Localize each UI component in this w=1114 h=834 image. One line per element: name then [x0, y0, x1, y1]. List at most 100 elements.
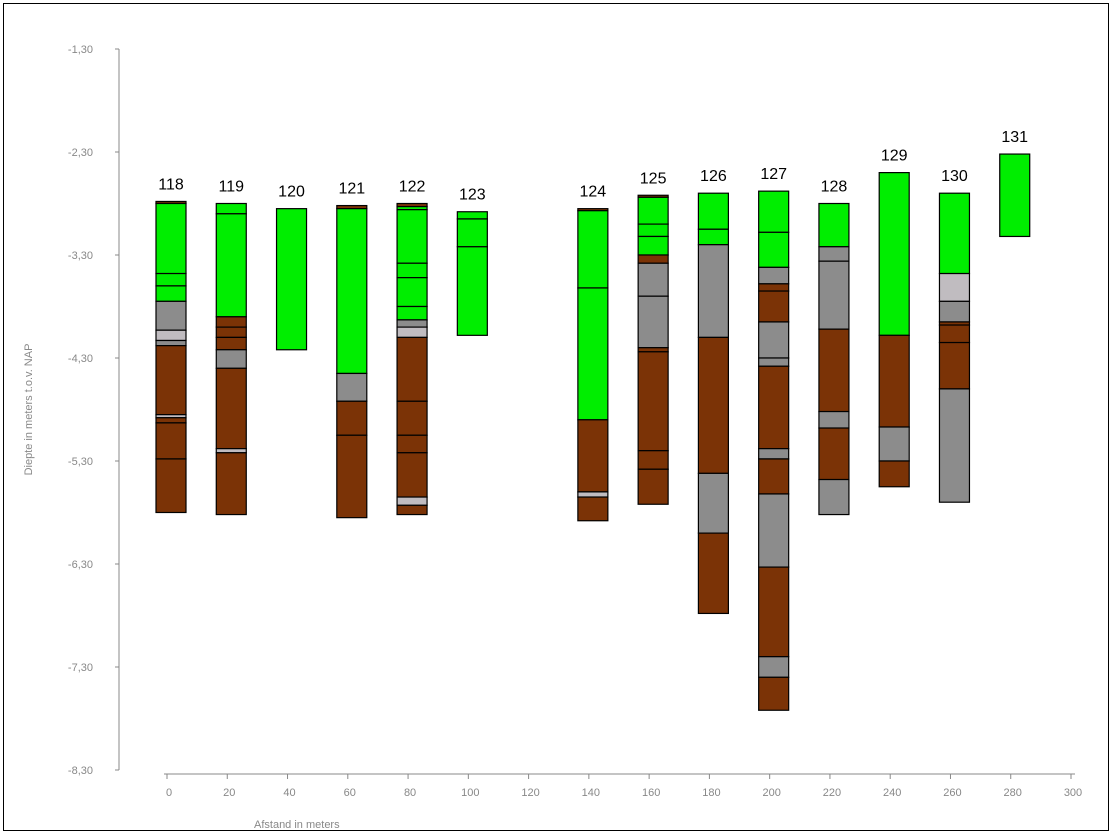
layer-gray [396, 319, 428, 328]
x-tick-label: 280 [1004, 787, 1022, 799]
borehole-label: 118 [158, 176, 184, 193]
borehole-label: 125 [640, 170, 667, 187]
layer-gray [155, 339, 187, 347]
borehole-label: 124 [580, 184, 607, 201]
x-tick-label: 40 [283, 787, 295, 799]
layer-green [456, 246, 488, 336]
borehole-119: 119 [215, 179, 247, 516]
y-tick-label: -3,30 [68, 250, 93, 262]
borehole-130: 130 [938, 168, 971, 503]
x-tick-label: 120 [521, 787, 539, 799]
axes: -1,30 -2,30 -3,30 -4,30 -5,30 -6,30 -7,30 -8,30… [68, 44, 1082, 799]
layer-brown [215, 336, 247, 351]
layer-green [637, 235, 669, 256]
layer-gray [336, 372, 368, 402]
layer-brown [758, 676, 790, 711]
layer-brown [396, 336, 428, 402]
borehole-129: 129 [878, 148, 910, 488]
layer-brown [637, 347, 669, 353]
layer-brown [215, 367, 247, 450]
layer-gray [818, 478, 850, 516]
layer-green [697, 192, 730, 230]
layer-brown [577, 496, 609, 522]
chart-frame: -1,30 -2,30 -3,30 -4,30 -5,30 -6,30 -7,30 -8,30… [3, 3, 1109, 831]
layer-green [275, 208, 308, 351]
borehole-columns: 118 119 120 121 122 123 124 125 126 127 128 129 130 1… [155, 129, 1031, 711]
layer-gray [637, 262, 669, 297]
layer-brown [396, 504, 428, 516]
layer-gray [697, 472, 730, 534]
layer-brown [697, 532, 730, 615]
layer-gray [818, 246, 850, 262]
layer-green [396, 209, 428, 264]
layer-lightgray [577, 491, 609, 498]
borehole-121: 121 [336, 181, 368, 519]
x-tick-label: 240 [883, 787, 901, 799]
profile-chart: -1,30 -2,30 -3,30 -4,30 -5,30 -6,30 -7,30 -8,30… [23, 44, 1082, 831]
layer-green [215, 202, 247, 215]
borehole-label: 129 [881, 148, 908, 165]
layer-green [396, 262, 428, 279]
borehole-label: 126 [700, 168, 727, 185]
x-tick-label: 80 [404, 787, 416, 799]
layer-green [577, 287, 609, 421]
borehole-label: 131 [1001, 129, 1028, 146]
borehole-label: 121 [338, 181, 365, 198]
borehole-123: 123 [456, 187, 488, 336]
layer-brown [396, 400, 428, 436]
layer-green [938, 192, 971, 275]
layer-gray [758, 321, 790, 359]
layer-green [758, 190, 790, 233]
x-tick-label: 200 [762, 787, 780, 799]
layer-gray [637, 295, 669, 349]
layer-brown [155, 422, 187, 460]
layer-lightgray [215, 448, 247, 454]
layer-gray [697, 244, 730, 338]
layer-brown [637, 254, 669, 264]
layer-green [637, 196, 669, 225]
layer-green [396, 305, 428, 321]
layer-green [818, 202, 850, 248]
layer-green [878, 172, 910, 336]
layer-brown [637, 351, 669, 452]
layer-green [155, 285, 187, 302]
layer-brown [758, 458, 790, 495]
layer-brown [577, 419, 609, 493]
layer-brown [396, 452, 428, 498]
borehole-label: 127 [760, 166, 787, 183]
layer-brown [215, 326, 247, 339]
x-tick-label: 0 [166, 787, 172, 799]
layer-gray [938, 388, 971, 503]
layer-brown [336, 400, 368, 436]
x-tick-label: 160 [642, 787, 660, 799]
layer-gray [155, 300, 187, 331]
x-tick-label: 60 [344, 787, 356, 799]
layer-lightgray [155, 329, 187, 342]
y-axis-title: Diepte in meters t.o.v. NAP [23, 344, 35, 476]
layer-gray [215, 349, 247, 369]
layer-gray [938, 300, 971, 323]
layer-green [758, 231, 790, 268]
borehole-118: 118 [155, 176, 187, 514]
layer-lightgray [396, 326, 428, 339]
layer-brown [155, 345, 187, 416]
layer-brown [155, 417, 187, 424]
y-tick-label: -8,30 [68, 765, 93, 777]
x-tick-label: 300 [1064, 787, 1082, 799]
borehole-128: 128 [818, 179, 850, 516]
layer-gray [758, 448, 790, 460]
x-tick-label: 20 [223, 787, 235, 799]
layer-brown [818, 427, 850, 481]
layer-lightgray [396, 496, 428, 506]
layer-green [456, 211, 488, 220]
layer-green [155, 272, 187, 287]
x-tick-label: 220 [823, 787, 841, 799]
layer-brown [697, 336, 730, 474]
layer-green [336, 208, 368, 375]
borehole-label: 123 [459, 187, 486, 204]
borehole-label: 120 [278, 184, 305, 201]
layer-green [999, 153, 1031, 238]
layer-brown [758, 365, 790, 450]
layer-green [456, 218, 488, 248]
layer-brown [637, 450, 669, 470]
